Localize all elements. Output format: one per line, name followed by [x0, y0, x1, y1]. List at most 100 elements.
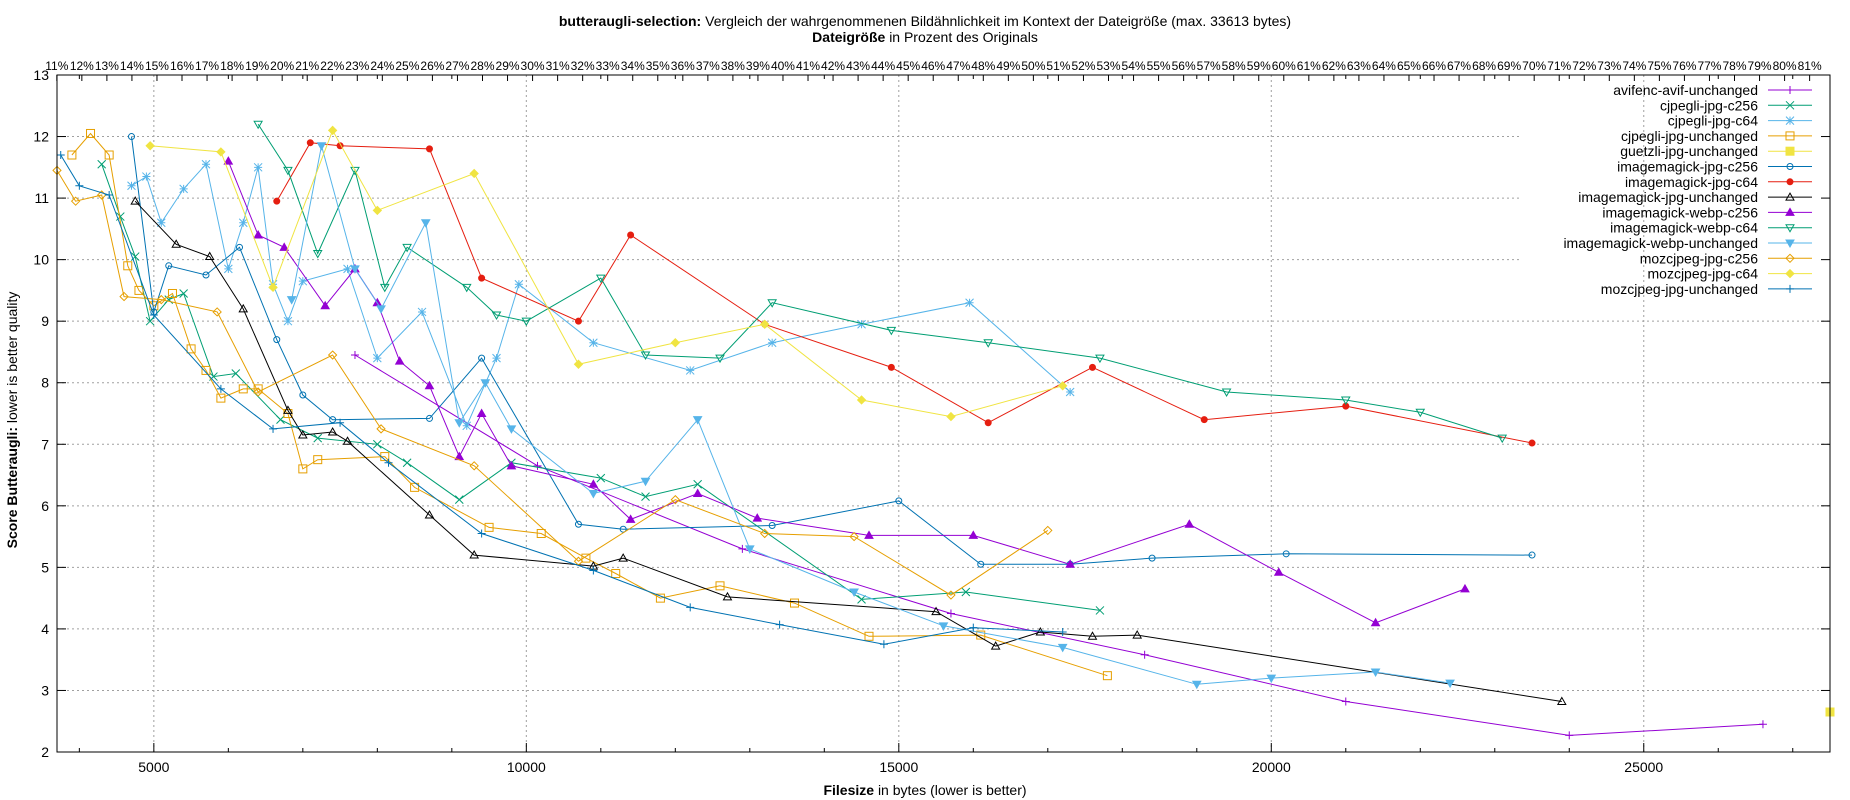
data-point	[1095, 354, 1105, 364]
data-point	[179, 184, 188, 194]
data-point	[849, 588, 859, 597]
x2-tick-label: 38%	[721, 59, 745, 73]
x-tick-label: 15000	[879, 759, 918, 775]
data-point	[105, 191, 114, 200]
data-point	[1785, 224, 1795, 233]
data-point	[156, 294, 167, 305]
x2-tick-label: 46%	[921, 59, 945, 73]
data-point	[887, 363, 895, 371]
x2-tick-label: 64%	[1372, 59, 1396, 73]
series-cjpegli-jpg-c64	[127, 159, 1075, 431]
data-point	[119, 291, 129, 302]
legend-label: imagemagick-jpg-unchanged	[1578, 189, 1758, 205]
y-tick-label: 12	[33, 129, 49, 145]
data-point	[521, 317, 532, 327]
data-point	[692, 416, 703, 425]
x2-tick-label: 37%	[696, 59, 720, 73]
data-point	[299, 391, 307, 399]
x2-tick-label: 76%	[1672, 59, 1696, 73]
x2-tick-label: 29%	[496, 59, 520, 73]
legend-item: mozcjpeg-jpg-c64	[1648, 266, 1812, 282]
data-point	[533, 461, 542, 470]
data-point	[273, 336, 281, 344]
data-point	[327, 125, 338, 136]
x2-tick-label: 59%	[1247, 59, 1271, 73]
data-point	[216, 384, 225, 393]
x2-tick-label: 58%	[1222, 59, 1246, 73]
data-point	[216, 393, 226, 403]
series-line	[71, 132, 1108, 677]
x2-tick-label: 65%	[1397, 59, 1421, 73]
data-point	[849, 531, 859, 542]
data-point	[478, 354, 486, 362]
legend-label: cjpegli-jpg-unchanged	[1621, 128, 1758, 144]
data-point	[760, 319, 770, 329]
data-point	[1058, 627, 1067, 636]
data-point	[1785, 268, 1795, 279]
data-point	[372, 353, 382, 363]
x2-tick-label: 32%	[571, 59, 595, 73]
x2-tick-label: 22%	[320, 59, 344, 73]
x2-tick-label: 24%	[370, 59, 394, 73]
y-tick-label: 7	[41, 436, 49, 452]
data-point	[145, 316, 155, 326]
data-point	[1273, 567, 1284, 576]
data-point	[402, 458, 412, 468]
series-line	[150, 129, 1063, 418]
data-point	[1445, 679, 1455, 689]
data-point	[56, 151, 65, 160]
x2-tick-label: 55%	[1147, 59, 1171, 73]
data-point	[283, 405, 293, 414]
data-point	[589, 338, 598, 348]
plot-frame	[56, 74, 1831, 753]
data-point	[171, 239, 182, 248]
legend-label: mozcjpeg-jpg-c256	[1640, 250, 1758, 266]
data-point	[454, 495, 464, 505]
x2-tick-label: 52%	[1071, 59, 1095, 73]
legend-item: imagemagick-jpg-unchanged	[1578, 189, 1812, 205]
legend-item: avifenc-avif-unchanged	[1613, 82, 1812, 98]
data-point	[279, 242, 290, 251]
gridlines	[57, 75, 1830, 752]
data-point	[946, 411, 956, 422]
data-point	[693, 479, 703, 489]
series-line	[134, 200, 1562, 702]
data-point	[588, 479, 599, 488]
data-point	[931, 606, 941, 616]
data-point	[692, 488, 703, 498]
x2-tick-label: 50%	[1021, 59, 1045, 73]
x2-tick-label: 41%	[796, 59, 820, 73]
series-line	[227, 161, 1466, 624]
x2-tick-label: 12%	[70, 59, 94, 73]
data-point	[581, 553, 591, 563]
data-point	[104, 150, 114, 160]
data-point	[775, 620, 784, 629]
data-point	[236, 243, 244, 251]
data-point	[1148, 554, 1156, 562]
data-point	[1370, 668, 1381, 677]
legend-label: imagemagick-webp-unchanged	[1563, 235, 1758, 251]
legend-label: mozcjpeg-jpg-c64	[1648, 266, 1759, 282]
data-point	[670, 494, 681, 505]
data-point	[350, 351, 359, 360]
data-point	[722, 591, 733, 601]
data-point	[1370, 617, 1381, 627]
data-point	[123, 261, 133, 271]
data-point	[1785, 116, 1795, 125]
data-point	[1057, 381, 1068, 391]
data-point	[320, 300, 331, 310]
data-point	[127, 181, 136, 191]
svg-text:butteraugli-selection: Ver: butteraugli-selection: Vergleich der wah…	[559, 13, 1291, 29]
data-point	[417, 307, 427, 317]
data-point	[201, 159, 211, 169]
x2-tick-label: 66%	[1422, 59, 1446, 73]
data-point	[1065, 559, 1076, 568]
data-point	[686, 603, 695, 612]
data-point	[715, 581, 725, 591]
y-tick-label: 4	[41, 621, 49, 637]
data-point	[574, 520, 582, 528]
data-point	[1786, 163, 1794, 170]
legend-item: imagemagick-webp-c64	[1610, 220, 1812, 236]
svg-text:Score Butteraugli: lower i: Score Butteraugli: lower is better quali…	[4, 292, 20, 549]
data-point	[238, 218, 248, 228]
